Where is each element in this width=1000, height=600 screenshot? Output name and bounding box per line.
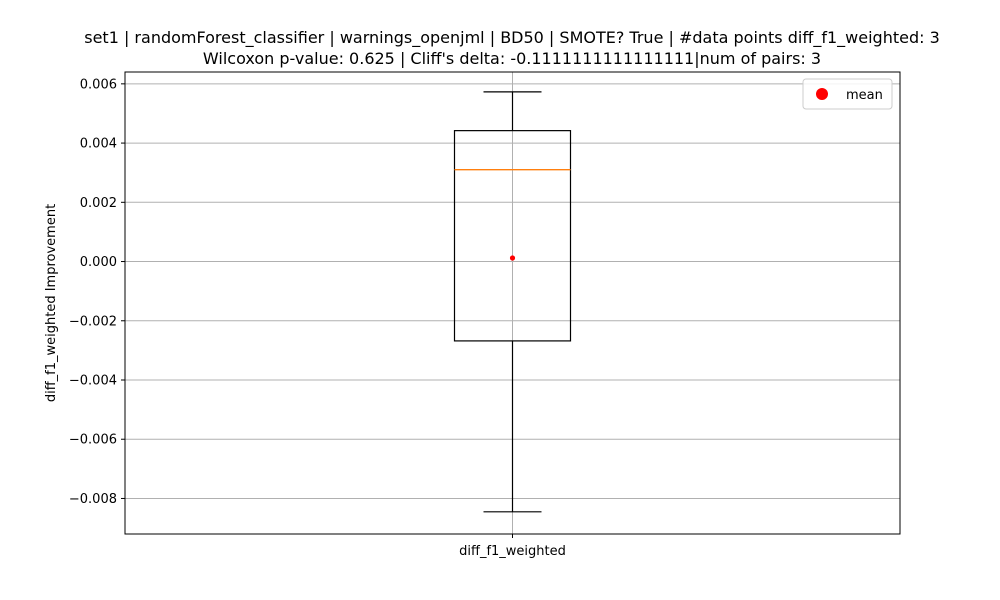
y-tick-label: 0.002 bbox=[80, 196, 117, 211]
x-tick-label: diff_f1_weighted bbox=[459, 544, 566, 559]
y-axis-ticks: −0.008 −0.006 −0.004 −0.002 0.000 0.002 0.004 0… bbox=[69, 77, 125, 507]
y-tick-label: −0.006 bbox=[69, 433, 117, 448]
chart-title-line2: Wilcoxon p-value: 0.625 | Cliff's delta:… bbox=[203, 49, 821, 68]
legend-label: mean bbox=[846, 88, 883, 103]
box-plot bbox=[453, 91, 572, 513]
legend-box bbox=[802, 78, 893, 110]
iqr-box bbox=[453, 130, 572, 342]
y-tick-label: −0.008 bbox=[69, 492, 117, 507]
chart-title-line1: set1 | randomForest_classifier | warning… bbox=[84, 28, 940, 48]
y-tick-label: 0.000 bbox=[80, 255, 117, 270]
legend: mean bbox=[802, 78, 893, 110]
grid-layer bbox=[125, 72, 900, 534]
mean-point bbox=[509, 255, 516, 261]
y-axis-label: diff_f1_weighted Improvement bbox=[44, 204, 59, 402]
y-tick-label: −0.004 bbox=[69, 374, 117, 389]
legend-marker bbox=[816, 88, 828, 100]
x-axis-ticks: diff_f1_weighted bbox=[459, 534, 566, 559]
y-tick-label: 0.006 bbox=[80, 77, 117, 92]
y-tick-label: 0.004 bbox=[80, 137, 117, 152]
y-tick-label: −0.002 bbox=[69, 314, 117, 329]
